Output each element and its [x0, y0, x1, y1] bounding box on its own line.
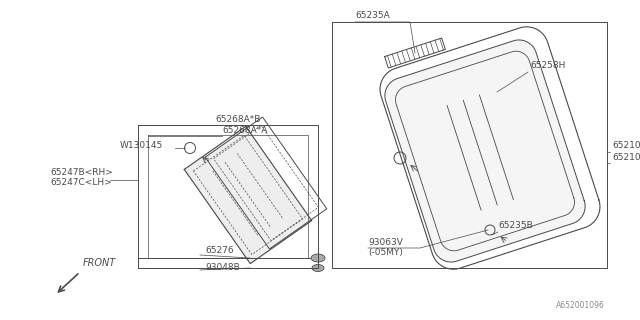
Text: 65247B<RH>: 65247B<RH> [50, 168, 113, 177]
Text: 65268A*B: 65268A*B [215, 115, 260, 124]
Text: 93048B: 93048B [205, 263, 240, 272]
Text: (-05MY): (-05MY) [368, 248, 403, 257]
Text: 65247C<LH>: 65247C<LH> [50, 178, 112, 187]
Text: 65268A*A: 65268A*A [222, 126, 268, 135]
Text: 93063V: 93063V [368, 238, 403, 247]
Text: FRONT: FRONT [83, 258, 116, 268]
Text: 65235A: 65235A [355, 11, 390, 20]
Ellipse shape [311, 254, 325, 262]
Polygon shape [385, 40, 585, 262]
Text: 65210B<LH>: 65210B<LH> [612, 153, 640, 162]
Ellipse shape [312, 265, 324, 271]
Polygon shape [184, 126, 312, 264]
Text: W130145: W130145 [120, 141, 163, 150]
Text: 65276: 65276 [205, 246, 234, 255]
Text: 65235B: 65235B [498, 221, 532, 230]
Text: 65258H: 65258H [530, 61, 565, 70]
Text: 65210A<RH>: 65210A<RH> [612, 141, 640, 150]
Text: A652001096: A652001096 [556, 301, 605, 310]
